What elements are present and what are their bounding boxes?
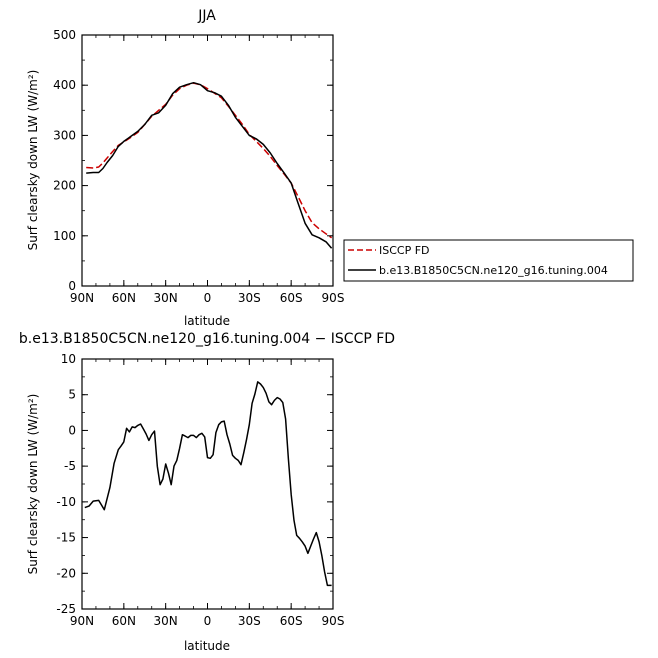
bottom-chart-tick-labels: -25 -20 -15 -10 -5 0 5 10 90N 60N 30N 0 30S 60S 90S bbox=[56, 352, 344, 628]
legend-label-isccp: ISCCP FD bbox=[379, 244, 430, 257]
bottom-chart-x-tick-label: 30N bbox=[154, 614, 178, 628]
top-chart-y-tick-label: 400 bbox=[53, 78, 76, 92]
top-chart-x-tick-label: 60S bbox=[280, 291, 303, 305]
top-chart-series-line-1 bbox=[86, 81, 333, 249]
bottom-chart-axes bbox=[81, 358, 334, 610]
bottom-chart-y-axis-label: Surf clearsky down LW (W/m²) bbox=[26, 394, 40, 575]
top-chart-y-tick-label: 0 bbox=[68, 279, 76, 293]
bottom-chart-y-tick-label: -25 bbox=[56, 602, 76, 616]
bottom-chart-y-tick-label: -20 bbox=[56, 566, 76, 580]
top-chart-x-tick-label: 90N bbox=[70, 291, 94, 305]
top-chart-x-tick-label: 30N bbox=[154, 291, 178, 305]
legend: ISCCP FD b.e13.B1850C5CN.ne120_g16.tunin… bbox=[343, 239, 634, 282]
top-chart-y-tick-label: 300 bbox=[53, 128, 76, 142]
bottom-chart-y-tick-label: 10 bbox=[61, 352, 76, 366]
bottom-chart-x-tick-label: 90N bbox=[70, 614, 94, 628]
bottom-chart-x-tick-label: 90S bbox=[322, 614, 345, 628]
top-chart-y-tick-label: 100 bbox=[53, 229, 76, 243]
top-chart-x-tick-label: 30S bbox=[238, 291, 261, 305]
bottom-chart-y-tick-label: 5 bbox=[68, 388, 76, 402]
bottom-chart-y-tick-label: 0 bbox=[68, 423, 76, 437]
top-chart-frame bbox=[81, 34, 334, 287]
legend-label-model: b.e13.B1850C5CN.ne120_g16.tuning.004 bbox=[379, 264, 608, 277]
top-chart-x-tick-label: 0 bbox=[204, 291, 212, 305]
bottom-chart-x-axis-label: latitude bbox=[184, 639, 230, 653]
bottom-chart-frame bbox=[81, 358, 334, 610]
bottom-chart-series-group bbox=[84, 381, 332, 587]
top-chart-x-tick-label: 90S bbox=[322, 291, 345, 305]
top-chart-y-axis-label: Surf clearsky down LW (W/m²) bbox=[26, 70, 40, 251]
bottom-chart-y-tick-label: -5 bbox=[64, 459, 76, 473]
legend-box bbox=[343, 239, 634, 282]
top-chart-tick-labels: 0 100 200 300 400 500 90N 60N 30N 0 30S 60S 90S bbox=[53, 28, 344, 305]
top-chart-axes bbox=[81, 34, 334, 287]
bottom-chart-y-tick-label: -10 bbox=[56, 495, 76, 509]
top-chart-y-tick-label: 200 bbox=[53, 179, 76, 193]
top-chart-series-line-0 bbox=[86, 82, 333, 239]
top-chart-x-tick-label: 60N bbox=[112, 291, 136, 305]
bottom-chart-y-tick-label: -15 bbox=[56, 531, 76, 545]
bottom-chart-x-tick-label: 0 bbox=[204, 614, 212, 628]
bottom-chart-x-tick-label: 30S bbox=[238, 614, 261, 628]
top-chart-series-group bbox=[86, 81, 333, 249]
bottom-chart-x-tick-label: 60S bbox=[280, 614, 303, 628]
bottom-chart: b.e13.B1850C5CN.ne120_g16.tuning.004 − I… bbox=[19, 331, 395, 653]
top-chart-x-axis-label: latitude bbox=[184, 314, 230, 328]
top-chart-title: JJA bbox=[197, 8, 216, 24]
bottom-chart-series-line-0 bbox=[84, 381, 332, 587]
bottom-chart-title: b.e13.B1850C5CN.ne120_g16.tuning.004 − I… bbox=[19, 331, 395, 347]
top-chart: JJA Surf clearsky down LW (W/m²) latitud… bbox=[26, 8, 344, 328]
top-chart-y-tick-label: 500 bbox=[53, 28, 76, 42]
bottom-chart-x-tick-label: 60N bbox=[112, 614, 136, 628]
